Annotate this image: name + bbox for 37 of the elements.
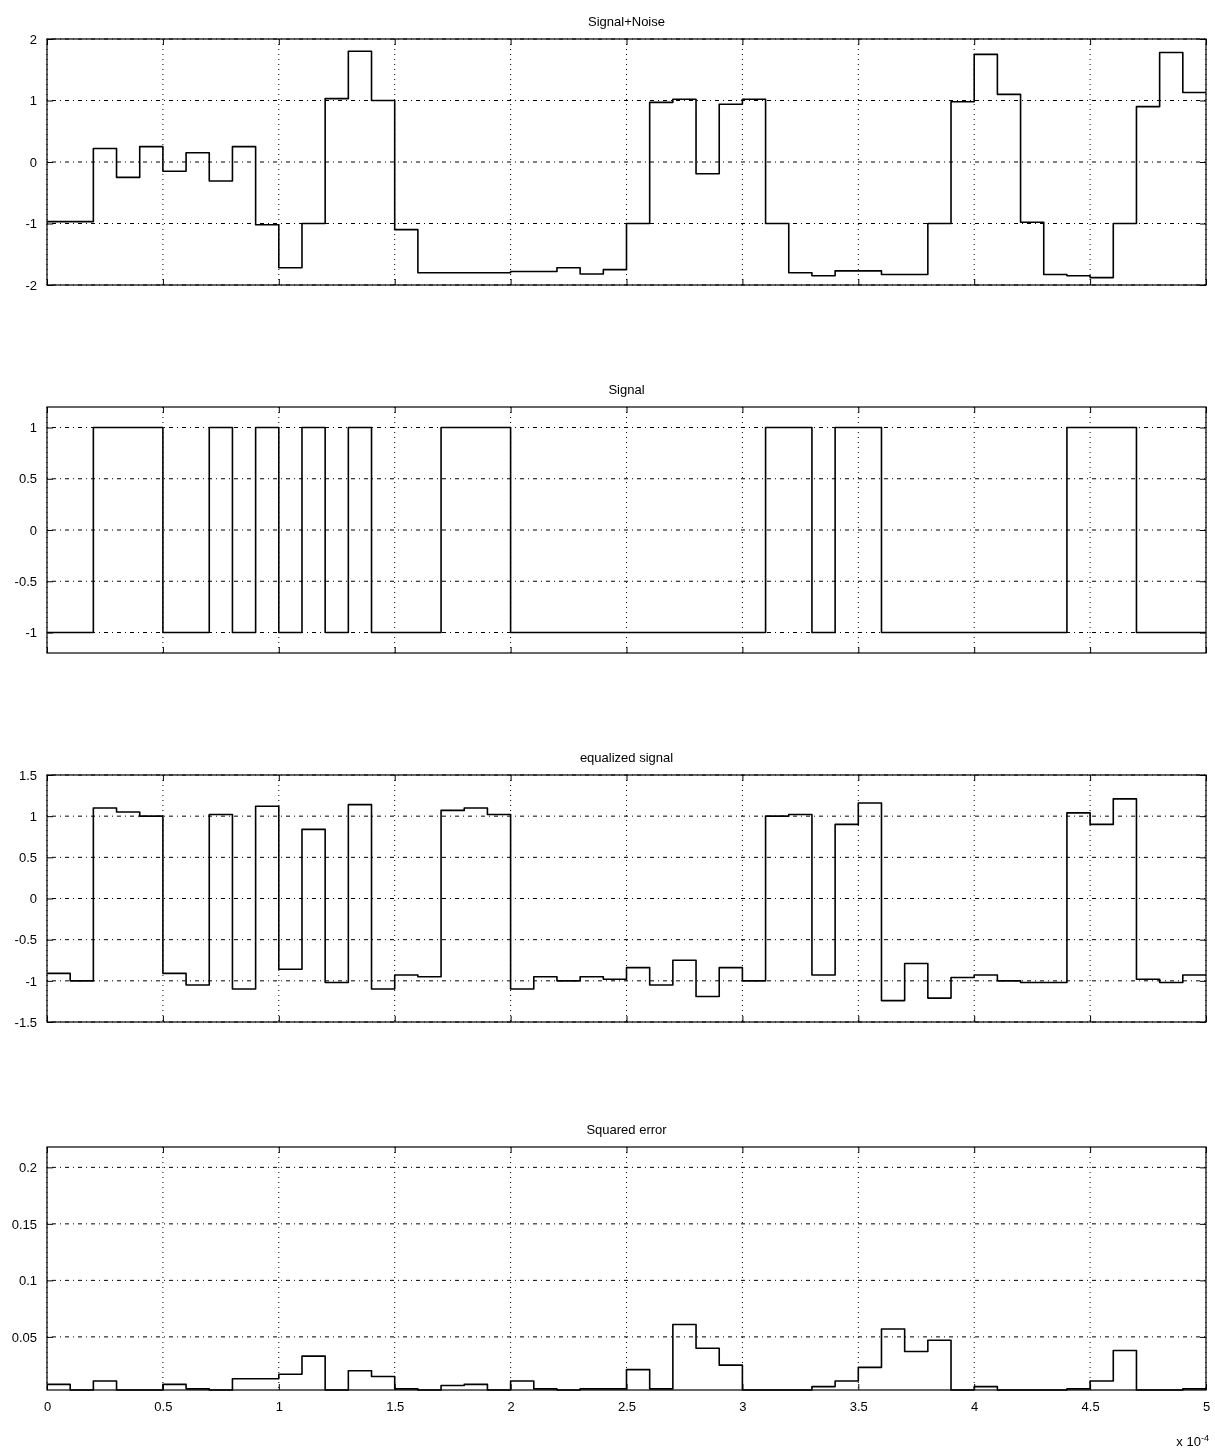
y-tick-label: 0.2 (18, 1160, 37, 1175)
x-tick-label: 0 (43, 1399, 52, 1415)
y-tick-label: -1 (25, 973, 37, 989)
x-tick-label: 3.5 (849, 1399, 868, 1415)
x-tick-label: 2 (507, 1399, 515, 1415)
y-tick-label: 1 (29, 93, 37, 109)
chart-title: Squared error (586, 1122, 668, 1137)
y-tick-label: 0.1 (18, 1273, 37, 1289)
y-tick-label: 0 (29, 891, 37, 907)
x-tick-label: 4.5 (1081, 1399, 1100, 1415)
y-tick-label: 0 (29, 154, 37, 170)
x-tick-label: 5 (1202, 1399, 1211, 1415)
x-tick-label: 1 (275, 1399, 283, 1415)
y-tick-label: 0.05 (11, 1329, 37, 1345)
y-tick-label: 0.5 (18, 471, 37, 487)
y-tick-label: 0.5 (18, 849, 37, 865)
x-tick-label: 3 (739, 1399, 747, 1415)
chart-title: Signal (608, 382, 645, 397)
y-tick-label: 2 (29, 31, 37, 47)
y-tick-label: -0.5 (14, 573, 37, 589)
text: x 10$^{-4}$ (1176, 1433, 1209, 1449)
y-tick-label: -0.5 (14, 932, 37, 948)
x-tick-label: 2.5 (617, 1399, 637, 1415)
y-tick-label: 0.15 (11, 1216, 37, 1232)
y-tick-label: -2 (25, 277, 37, 293)
y-tick-label: 0 (29, 522, 37, 538)
y-tick-label: -1 (25, 216, 37, 232)
y-tick-label: -1 (25, 625, 37, 641)
x-tick-label: 1.5 (386, 1399, 405, 1415)
x-tick-label: 4 (971, 1399, 979, 1415)
y-tick-label: -1.5 (14, 1014, 37, 1030)
y-tick-label: 1 (29, 808, 37, 824)
x-tick-label: 0.5 (154, 1399, 173, 1415)
y-tick-label: 1 (29, 420, 37, 436)
chart-title: Signal+Noise (588, 14, 665, 29)
y-tick-label: 1.5 (18, 767, 37, 783)
chart-title: equalized signal (579, 750, 674, 765)
